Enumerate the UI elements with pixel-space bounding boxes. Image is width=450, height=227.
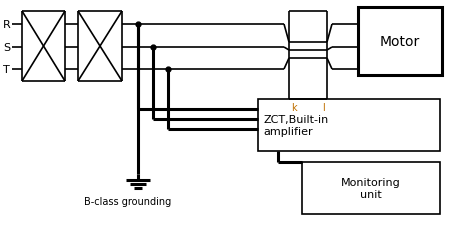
Text: S: S [3, 43, 10, 53]
Text: T: T [3, 65, 10, 75]
Text: Monitoring
unit: Monitoring unit [341, 178, 401, 199]
Text: R: R [3, 20, 11, 30]
Bar [258, 100, 440, 151]
Text: k: k [291, 103, 297, 113]
Bar [358, 8, 442, 76]
Bar [302, 162, 440, 214]
Text: ZCT,Built-in
amplifier: ZCT,Built-in amplifier [263, 115, 328, 136]
Text: B-class grounding: B-class grounding [85, 196, 171, 206]
Text: Motor: Motor [380, 35, 420, 49]
Text: l: l [322, 103, 325, 113]
